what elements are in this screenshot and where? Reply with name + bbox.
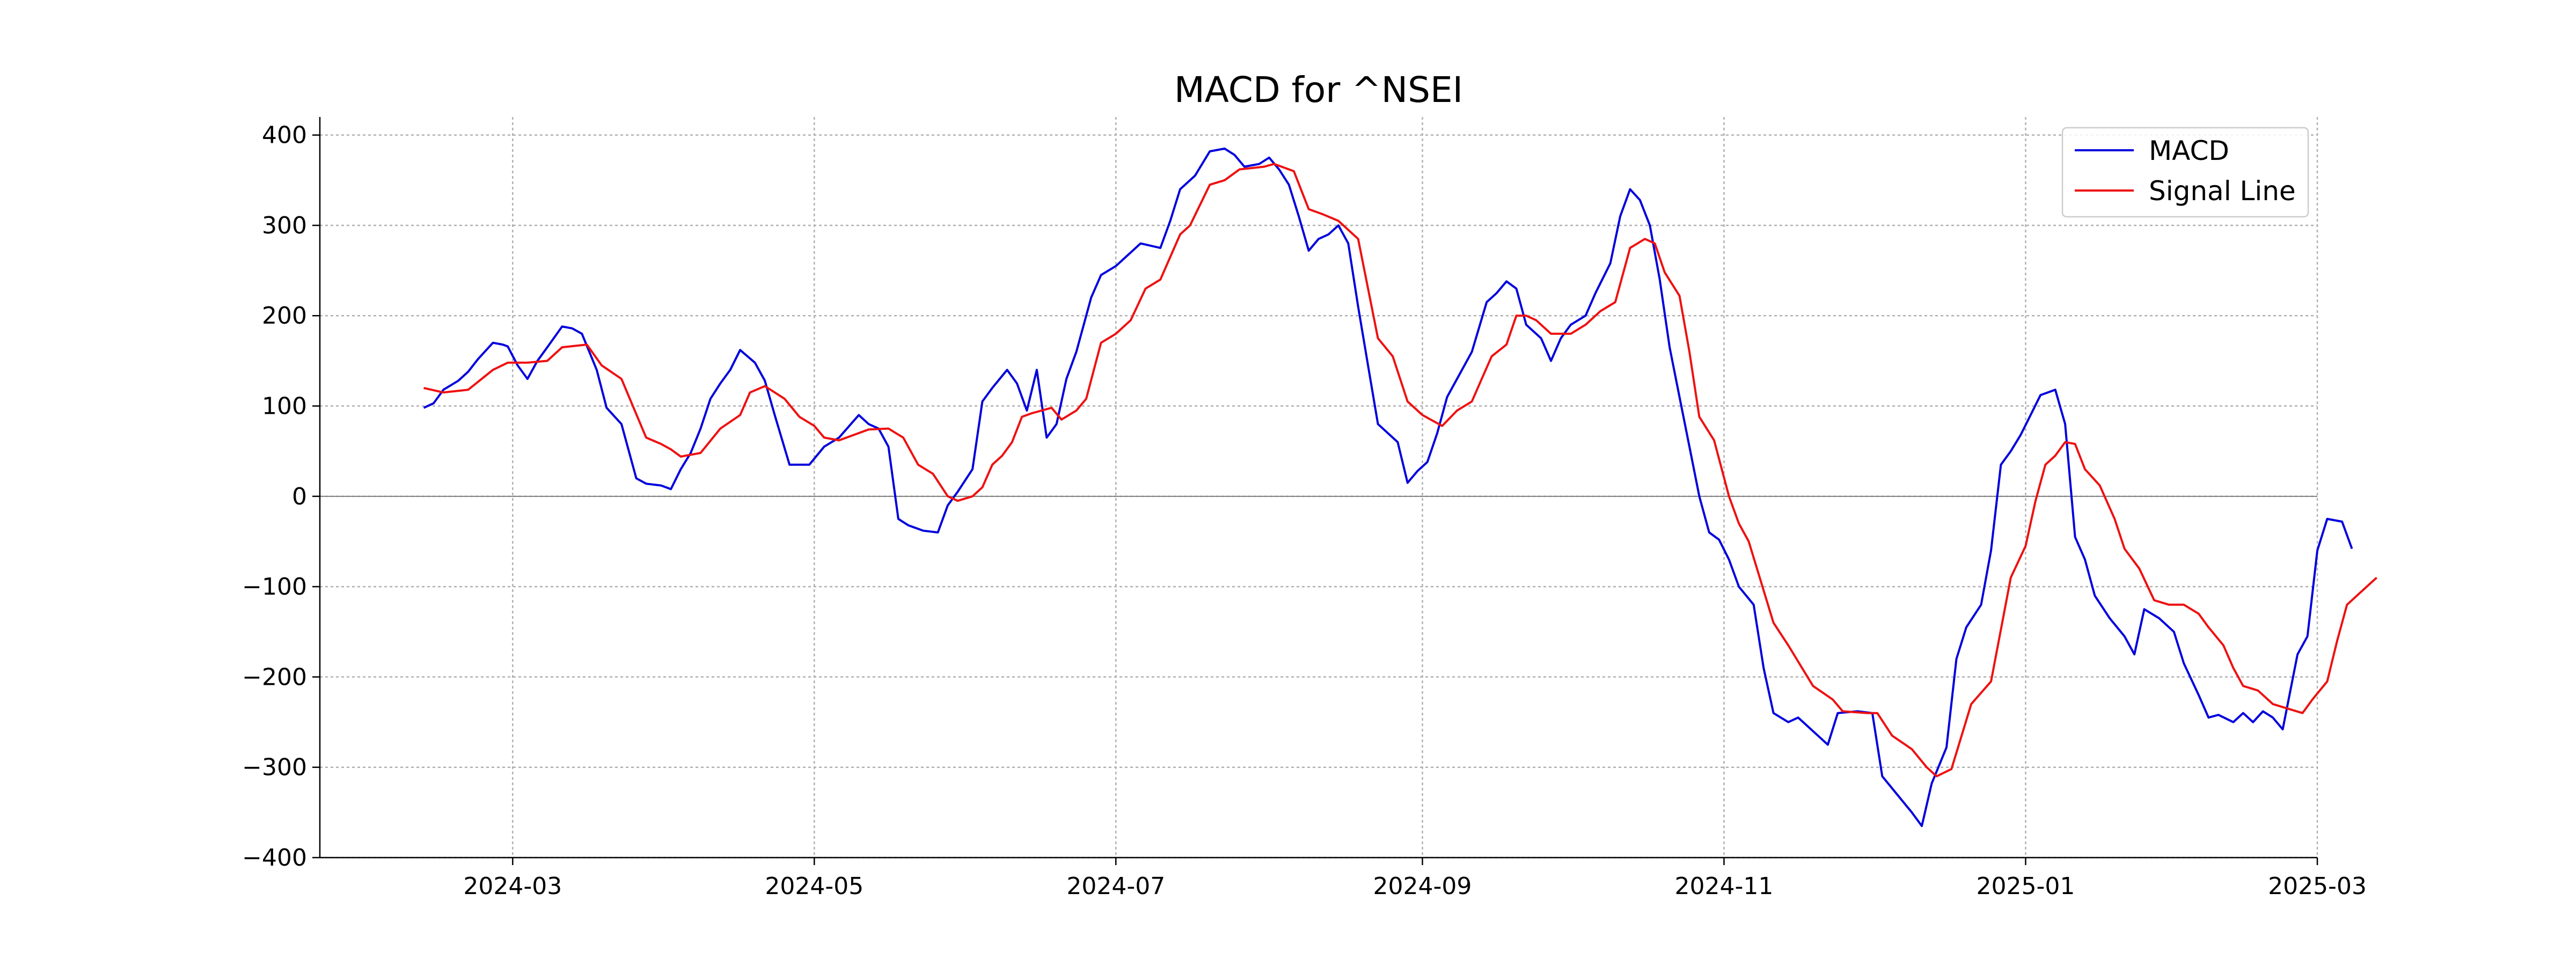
y-tick-label: −100 bbox=[242, 573, 307, 601]
y-tick-label: 0 bbox=[292, 483, 307, 510]
x-tick-label: 2025-03 bbox=[2268, 873, 2367, 900]
y-tick-label: −300 bbox=[242, 754, 307, 781]
y-tick-label: 400 bbox=[262, 122, 307, 149]
legend-label-signal-line: Signal Line bbox=[2149, 175, 2296, 207]
x-tick-label: 2024-05 bbox=[765, 873, 863, 900]
y-tick-label: −200 bbox=[242, 663, 307, 691]
x-tick-label: 2024-03 bbox=[463, 873, 562, 900]
grid-lines bbox=[320, 117, 2318, 859]
y-tick-label: 100 bbox=[262, 393, 307, 420]
y-tick-label: −400 bbox=[242, 844, 307, 872]
y-axis: −400 −300 −200 −100 0 100 200 300 400 bbox=[242, 122, 320, 872]
y-tick-label: 300 bbox=[262, 212, 307, 239]
legend-label-macd: MACD bbox=[2149, 135, 2229, 166]
series-lines bbox=[423, 147, 2377, 828]
legend: MACD Signal Line bbox=[2061, 127, 2309, 218]
chart-title: MACD for ^NSEI bbox=[1174, 69, 1463, 111]
series-line-macd bbox=[423, 147, 2353, 828]
x-tick-label: 2024-09 bbox=[1373, 873, 1472, 900]
series-line-signal-line bbox=[423, 163, 2377, 778]
x-tick-label: 2024-07 bbox=[1066, 873, 1165, 900]
x-tick-label: 2025-01 bbox=[1977, 873, 2075, 900]
x-axis: 2024-03 2024-05 2024-07 2024-09 2024-11 2025-… bbox=[463, 858, 2367, 900]
x-tick-label: 2024-11 bbox=[1675, 873, 1774, 900]
y-tick-label: 200 bbox=[262, 302, 307, 330]
